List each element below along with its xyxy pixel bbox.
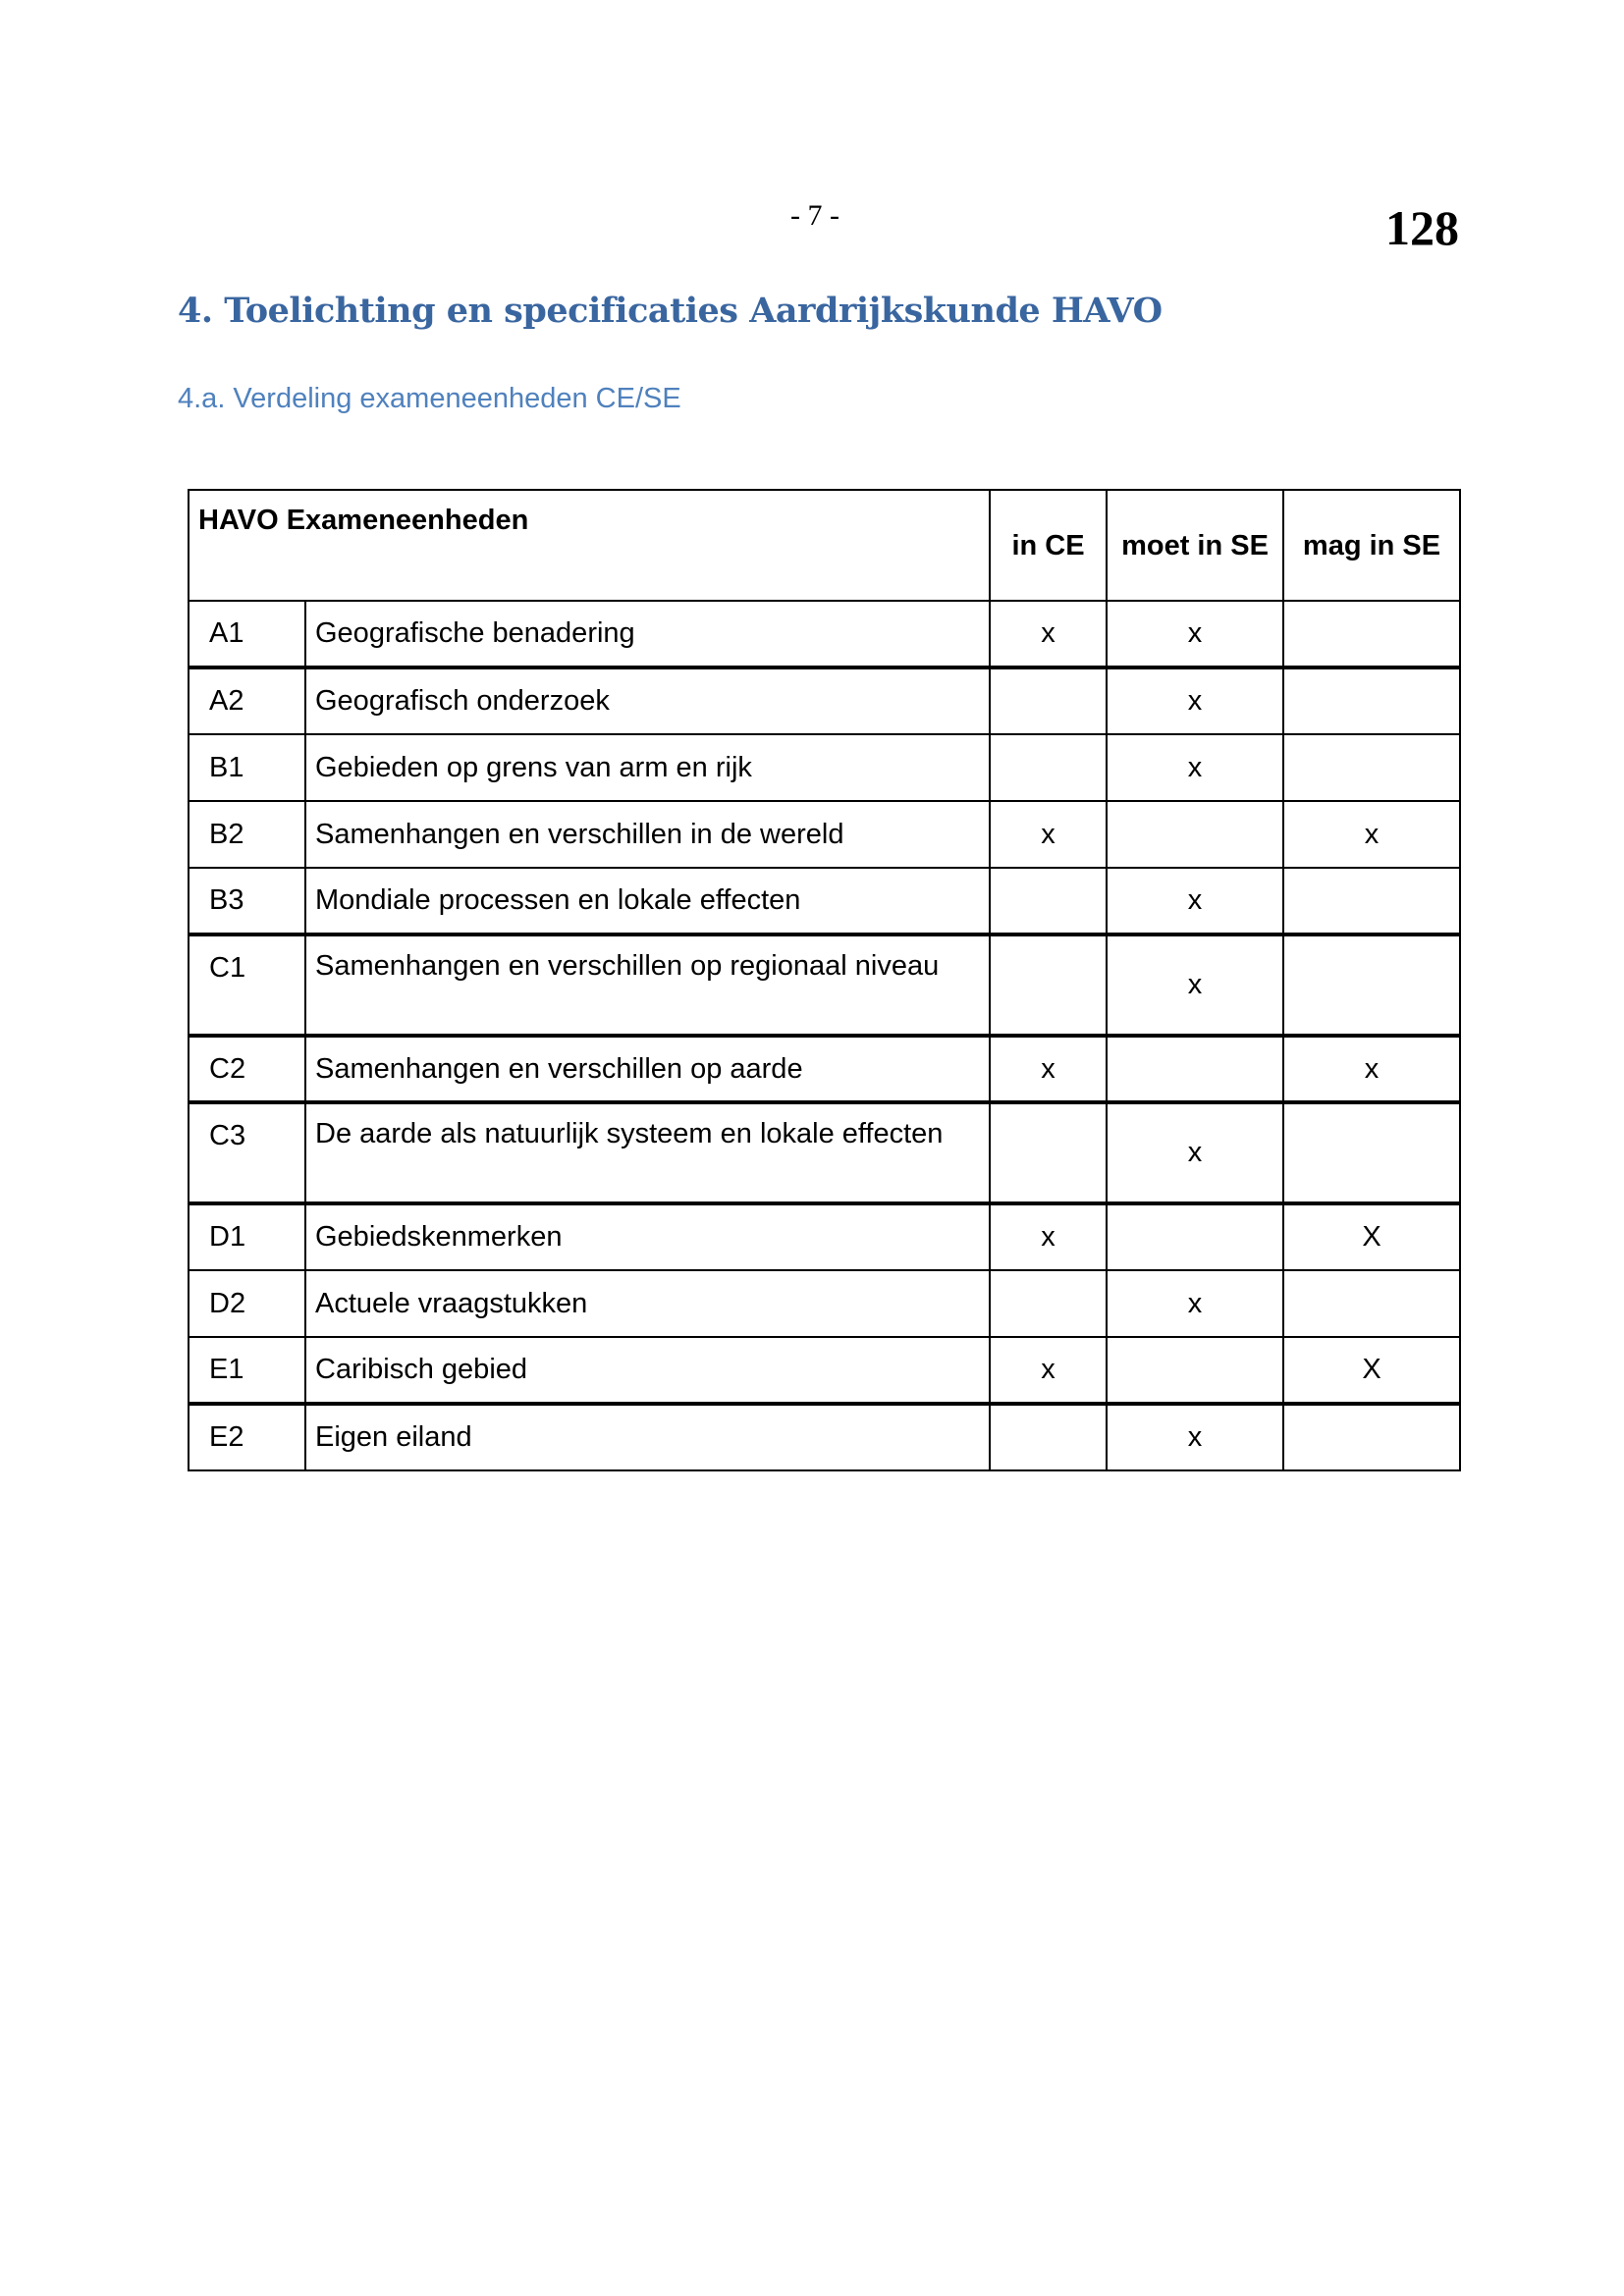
mag-in-se-mark xyxy=(1282,1101,1462,1205)
mag-in-se-mark xyxy=(1282,600,1462,669)
subsection-heading: 4.a. Verdeling exameneenheden CE/SE xyxy=(178,383,681,414)
mag-in-se-mark xyxy=(1282,867,1462,936)
in-ce-mark xyxy=(989,867,1109,936)
page-number: - 7 - xyxy=(790,199,839,232)
unit-description: Caribisch gebied xyxy=(303,1336,992,1406)
table-row: E2 Eigen eiland x xyxy=(188,1403,1462,1471)
mag-in-se-mark xyxy=(1282,1403,1462,1471)
table-row: A2 Geografisch onderzoek x xyxy=(188,667,1462,735)
unit-code: E2 xyxy=(188,1403,306,1471)
unit-code: B2 xyxy=(188,800,306,869)
in-ce-mark xyxy=(989,1403,1109,1471)
unit-description: De aarde als natuurlijk systeem en lokal… xyxy=(303,1101,992,1205)
in-ce-mark xyxy=(989,934,1109,1038)
unit-description: Samenhangen en verschillen op aarde xyxy=(303,1035,992,1104)
table-row: E1 Caribisch gebied x X xyxy=(188,1336,1462,1406)
unit-code: B1 xyxy=(188,733,306,802)
table-row: B1 Gebieden op grens van arm en rijk x xyxy=(188,733,1462,802)
in-ce-mark xyxy=(989,667,1109,735)
table-header-row: HAVO Exameneenheden in CE moet in SE mag… xyxy=(187,489,1462,602)
header-moet-in-se: moet in SE xyxy=(1106,489,1285,602)
unit-code: C3 xyxy=(188,1101,306,1205)
unit-description: Mondiale processen en lokale effecten xyxy=(303,867,992,936)
unit-description: Eigen eiland xyxy=(303,1403,992,1471)
in-ce-mark xyxy=(989,1269,1109,1338)
unit-code: A2 xyxy=(188,667,306,735)
unit-description: Geografisch onderzoek xyxy=(303,667,992,735)
in-ce-mark xyxy=(989,733,1109,802)
unit-description: Geografische benadering xyxy=(303,600,992,669)
header-in-ce: in CE xyxy=(989,489,1109,602)
table-row: D2 Actuele vraagstukken x xyxy=(188,1269,1462,1338)
unit-code: E1 xyxy=(188,1336,306,1406)
moet-in-se-mark: x xyxy=(1106,733,1285,802)
unit-description: Actuele vraagstukken xyxy=(303,1269,992,1338)
in-ce-mark: x xyxy=(989,1035,1109,1104)
exam-units-table: HAVO Exameneenheden in CE moet in SE mag… xyxy=(187,489,1462,1471)
moet-in-se-mark xyxy=(1106,1035,1285,1104)
in-ce-mark: x xyxy=(989,800,1109,869)
mag-in-se-mark: X xyxy=(1282,1336,1462,1406)
table-row: B2 Samenhangen en verschillen in de werel… xyxy=(188,800,1462,869)
header-exam-units: HAVO Exameneenheden xyxy=(187,489,992,602)
moet-in-se-mark xyxy=(1106,800,1285,869)
mag-in-se-mark xyxy=(1282,1269,1462,1338)
moet-in-se-mark: x xyxy=(1106,934,1285,1038)
moet-in-se-mark xyxy=(1106,1202,1285,1271)
mag-in-se-mark: x xyxy=(1282,1035,1462,1104)
mag-in-se-mark xyxy=(1282,934,1462,1038)
moet-in-se-mark: x xyxy=(1106,667,1285,735)
moet-in-se-mark: x xyxy=(1106,1403,1285,1471)
unit-code: C1 xyxy=(188,934,306,1038)
table-row: C1 Samenhangen en verschillen op regionaa… xyxy=(188,934,1462,1038)
unit-code: D1 xyxy=(188,1202,306,1271)
table-row: C3 De aarde als natuurlijk systeem en lok… xyxy=(188,1101,1462,1205)
unit-code: C2 xyxy=(188,1035,306,1104)
sheet-number: 128 xyxy=(1385,200,1459,255)
table-row: B3 Mondiale processen en lokale effecten x xyxy=(188,867,1462,936)
table-row: A1 Geografische benadering x x xyxy=(188,600,1462,669)
moet-in-se-mark: x xyxy=(1106,867,1285,936)
unit-description: Samenhangen en verschillen op regionaal … xyxy=(303,934,992,1038)
table-row: D1 Gebiedskenmerken x X xyxy=(188,1202,1462,1271)
mag-in-se-mark xyxy=(1282,667,1462,735)
in-ce-mark: x xyxy=(989,1336,1109,1406)
header-mag-in-se: mag in SE xyxy=(1282,489,1462,602)
in-ce-mark: x xyxy=(989,600,1109,669)
moet-in-se-mark xyxy=(1106,1336,1285,1406)
unit-description: Samenhangen en verschillen in de wereld xyxy=(303,800,992,869)
unit-code: A1 xyxy=(188,600,306,669)
unit-description: Gebieden op grens van arm en rijk xyxy=(303,733,992,802)
unit-code: B3 xyxy=(188,867,306,936)
mag-in-se-mark: X xyxy=(1282,1202,1462,1271)
mag-in-se-mark xyxy=(1282,733,1462,802)
moet-in-se-mark: x xyxy=(1106,1101,1285,1205)
in-ce-mark: x xyxy=(989,1202,1109,1271)
moet-in-se-mark: x xyxy=(1106,1269,1285,1338)
section-heading: 4. Toelichting en specificaties Aardrijk… xyxy=(178,291,1163,331)
table-row: C2 Samenhangen en verschillen op aarde x x xyxy=(188,1035,1462,1104)
mag-in-se-mark: x xyxy=(1282,800,1462,869)
unit-code: D2 xyxy=(188,1269,306,1338)
unit-description: Gebiedskenmerken xyxy=(303,1202,992,1271)
in-ce-mark xyxy=(989,1101,1109,1205)
moet-in-se-mark: x xyxy=(1106,600,1285,669)
